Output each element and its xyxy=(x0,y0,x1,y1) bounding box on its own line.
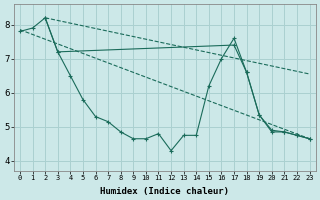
X-axis label: Humidex (Indice chaleur): Humidex (Indice chaleur) xyxy=(100,187,229,196)
